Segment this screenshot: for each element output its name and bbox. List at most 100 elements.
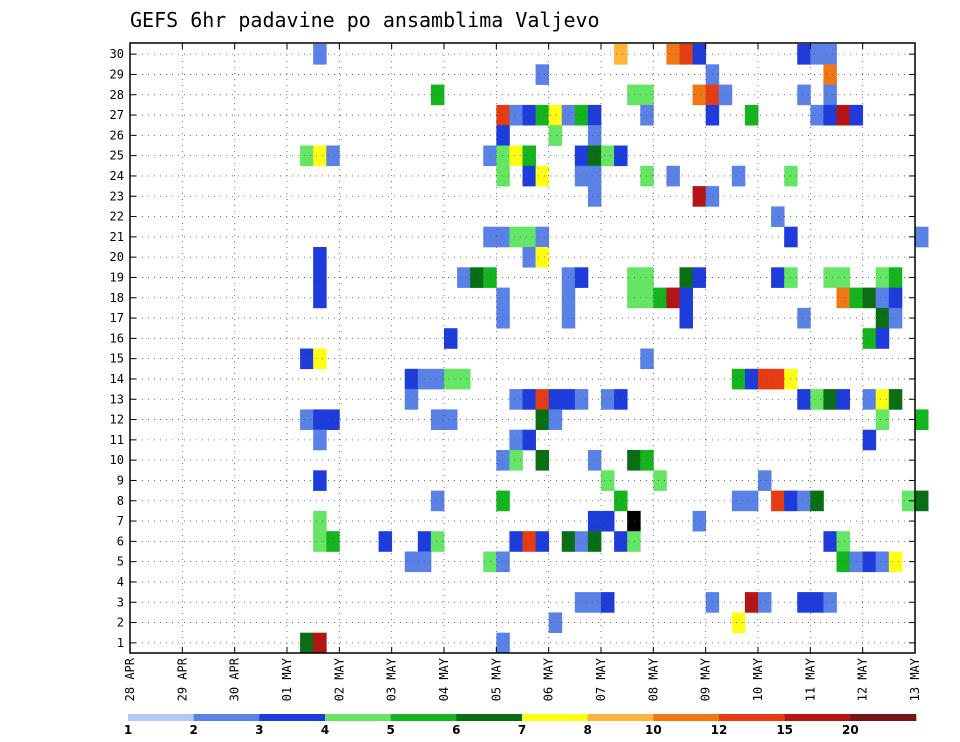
x-tick-label: 13 MAY — [908, 657, 922, 701]
heatmap-cell — [888, 267, 903, 288]
heatmap-cell — [862, 429, 877, 451]
heatmap-cell — [823, 531, 837, 552]
heatmap-cell — [535, 64, 550, 85]
heatmap-cell — [522, 389, 536, 410]
grid-lines — [130, 43, 915, 653]
legend-swatch — [128, 714, 194, 721]
y-tick-label: 4 — [117, 575, 124, 589]
heatmap-cell — [313, 429, 327, 451]
heatmap-cell — [810, 104, 824, 126]
heatmap-cell — [496, 632, 510, 654]
heatmap-cell — [496, 450, 510, 471]
heatmap-cell — [836, 104, 850, 126]
heatmap-cell — [535, 165, 550, 187]
heatmap-cell — [522, 104, 536, 126]
legend-label: 2 — [189, 723, 197, 737]
heatmap-cell — [313, 247, 327, 268]
x-tick-label: 29 APR — [175, 657, 189, 701]
heatmap-cell — [744, 104, 759, 126]
y-tick-label: 16 — [110, 331, 124, 345]
heatmap-cell — [692, 84, 707, 106]
heatmap-cell — [574, 531, 589, 552]
y-tick-label: 21 — [110, 230, 124, 244]
heatmap-cell — [509, 450, 523, 471]
heatmap-cell — [692, 186, 707, 207]
heatmap-cell — [496, 125, 510, 146]
heatmap-cell — [300, 409, 314, 430]
heatmap-cell — [744, 592, 759, 613]
heatmap-cell — [496, 226, 510, 248]
heatmap-cell — [444, 368, 458, 390]
heatmap-cell — [915, 226, 929, 248]
heatmap-cell — [888, 389, 903, 410]
heatmap-cell — [810, 389, 824, 410]
heatmap-cell — [313, 510, 327, 532]
legend-label: 5 — [386, 723, 394, 737]
legend-swatch — [587, 714, 654, 721]
heatmap-cell — [692, 510, 707, 532]
heatmap-cell — [692, 44, 707, 65]
y-tick-label: 17 — [110, 311, 124, 325]
heatmap-cell — [679, 267, 693, 288]
x-tick-label: 01 MAY — [280, 657, 294, 701]
heatmap-cell — [797, 592, 811, 613]
heatmap-cell — [587, 165, 602, 187]
heatmap-cell — [509, 429, 523, 451]
heatmap-cell — [875, 307, 890, 329]
x-tick-label: 09 MAY — [699, 657, 713, 701]
heatmap-cell — [731, 490, 746, 512]
heatmap-cell — [653, 287, 667, 309]
y-tick-label: 6 — [117, 534, 124, 548]
heatmap-cell — [444, 328, 458, 349]
heatmap-cell — [810, 44, 824, 65]
heatmap-cell — [875, 551, 890, 573]
heatmap-cell — [313, 267, 327, 288]
heatmap-cell — [823, 84, 837, 106]
heatmap-cell — [601, 389, 615, 410]
heatmap-cell — [836, 531, 850, 552]
heatmap-cell — [522, 145, 536, 167]
heatmap-cell — [496, 287, 510, 309]
y-tick-label: 8 — [117, 494, 124, 508]
heatmap-cell — [601, 470, 615, 491]
heatmap-cell — [430, 490, 445, 512]
y-tick-label: 19 — [110, 270, 124, 284]
y-tick-label: 15 — [110, 352, 124, 366]
heatmap-cell — [548, 104, 563, 126]
heatmap-cell — [430, 409, 445, 430]
heatmap-cell — [457, 368, 471, 390]
heatmap-cell — [548, 612, 563, 633]
legend-label: 1 — [124, 723, 132, 737]
heatmap-cell — [535, 104, 550, 126]
x-tick-label: 11 MAY — [803, 657, 817, 701]
heatmap-cell — [457, 267, 471, 288]
heatmap-cell — [574, 592, 589, 613]
heatmap-cell — [888, 551, 903, 573]
heatmap-cell — [430, 84, 445, 106]
heatmap-cell — [666, 165, 680, 187]
legend-swatch — [390, 714, 457, 721]
y-tick-label: 14 — [110, 372, 124, 386]
legend-label: 12 — [711, 723, 728, 737]
heatmap-cell — [666, 44, 680, 65]
heatmap-cell — [522, 226, 536, 248]
heatmap-cell — [875, 389, 890, 410]
heatmap-cell — [548, 125, 563, 146]
legend-swatch — [456, 714, 523, 721]
heatmap-cell — [797, 490, 811, 512]
heatmap-cell — [300, 348, 314, 370]
legend-swatch — [719, 714, 785, 721]
heatmap-cell — [731, 165, 746, 187]
heatmap-cell — [614, 490, 628, 512]
heatmap-cell — [771, 267, 785, 288]
legend-label: 7 — [518, 723, 526, 737]
legend-label: 3 — [255, 723, 263, 737]
y-tick-label: 29 — [110, 67, 124, 81]
heatmap-cell — [797, 307, 811, 329]
heatmap-cell — [862, 551, 877, 573]
heatmap-cell — [300, 632, 314, 654]
heatmap-cell — [313, 470, 327, 491]
y-tick-label: 11 — [110, 433, 124, 447]
heatmap-cell — [313, 287, 327, 309]
